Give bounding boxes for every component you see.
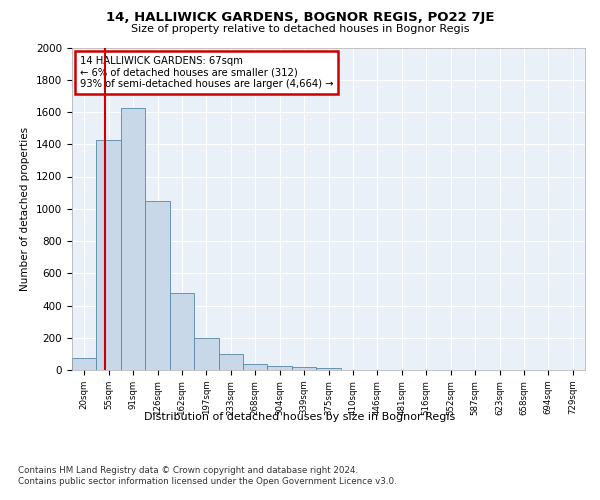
Bar: [170, 294, 194, 370]
Text: 14 HALLIWICK GARDENS: 67sqm
← 6% of detached houses are smaller (312)
93% of sem: 14 HALLIWICK GARDENS: 67sqm ← 6% of deta…: [80, 56, 333, 89]
Bar: [316, 368, 341, 370]
Bar: [194, 338, 218, 370]
Text: Contains HM Land Registry data © Crown copyright and database right 2024.: Contains HM Land Registry data © Crown c…: [18, 466, 358, 475]
Bar: [218, 354, 243, 370]
Bar: [97, 140, 121, 370]
Text: Contains public sector information licensed under the Open Government Licence v3: Contains public sector information licen…: [18, 477, 397, 486]
Bar: [243, 364, 268, 370]
Text: Size of property relative to detached houses in Bognor Regis: Size of property relative to detached ho…: [131, 24, 469, 34]
Text: Distribution of detached houses by size in Bognor Regis: Distribution of detached houses by size …: [145, 412, 455, 422]
Bar: [292, 367, 316, 370]
Text: 14, HALLIWICK GARDENS, BOGNOR REGIS, PO22 7JE: 14, HALLIWICK GARDENS, BOGNOR REGIS, PO2…: [106, 11, 494, 24]
Bar: [121, 108, 145, 370]
Bar: [268, 366, 292, 370]
Bar: [72, 358, 97, 370]
Y-axis label: Number of detached properties: Number of detached properties: [20, 126, 31, 291]
Bar: [145, 200, 170, 370]
